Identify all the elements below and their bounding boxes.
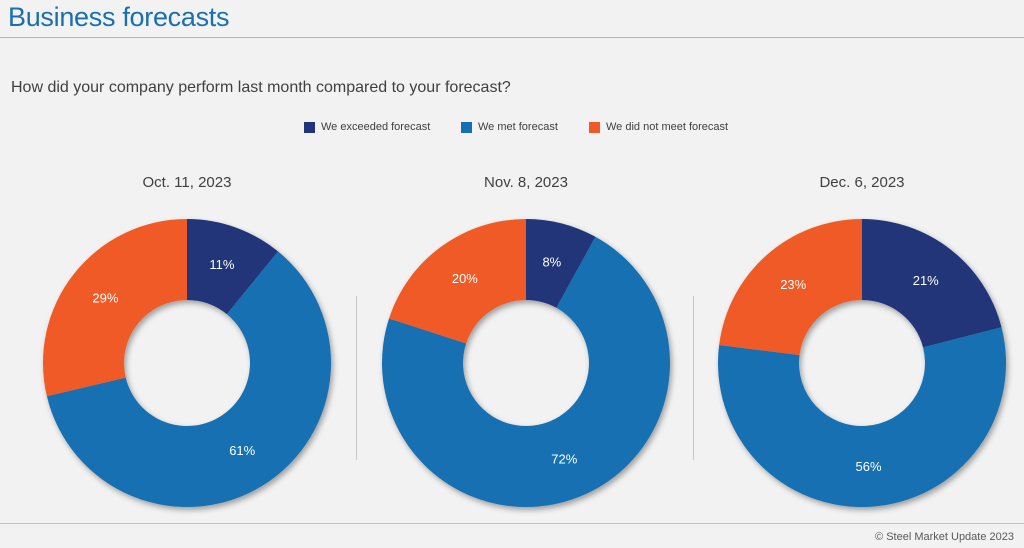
chart-divider-1 [356, 296, 357, 460]
slice-nov-met [381, 236, 671, 508]
data-label-dec-met: 56% [856, 459, 882, 474]
chart-divider-2 [693, 296, 694, 460]
data-label-nov-not-met: 20% [452, 271, 478, 286]
chart-title-nov: Nov. 8, 2023 [484, 174, 568, 191]
chart-question: How did your company perform last month … [11, 79, 511, 96]
legend: We exceeded forecast We met forecast We … [0, 121, 1024, 137]
legend-item-exceeded: We exceeded forecast [304, 121, 430, 133]
data-label-oct-not-met: 29% [92, 291, 118, 306]
footer-divider [0, 523, 1024, 524]
slice-nov-exceeded [526, 219, 596, 308]
slice-oct-met [46, 251, 331, 508]
legend-swatch-met [461, 121, 472, 133]
donut-oct [42, 219, 331, 508]
slice-dec-not-met [719, 219, 862, 356]
slice-oct-not-met [42, 219, 187, 397]
data-label-oct-exceeded: 11% [209, 257, 234, 272]
slice-dec-met [717, 327, 1006, 508]
footer-copyright: © Steel Market Update 2023 [875, 531, 1014, 543]
legend-label-exceeded: We exceeded forecast [321, 121, 431, 133]
data-label-nov-exceeded: 8% [542, 254, 561, 269]
header-divider [0, 37, 1024, 38]
chart-title-dec: Dec. 6, 2023 [819, 174, 905, 191]
page-title: Business forecasts [8, 2, 230, 32]
slice-oct-exceeded [187, 219, 279, 315]
data-label-dec-not-met: 23% [780, 277, 806, 292]
legend-label-not-met: We did not meet forecast [606, 121, 729, 133]
slice-dec-exceeded [862, 219, 1002, 348]
slice-nov-not-met [389, 219, 526, 344]
donut-nov [381, 219, 671, 508]
legend-swatch-exceeded [304, 121, 315, 133]
data-label-dec-exceeded: 21% [913, 273, 939, 288]
legend-item-not-met: We did not meet forecast [589, 121, 728, 133]
data-label-nov-met: 72% [551, 452, 577, 467]
legend-swatch-not-met [589, 121, 600, 133]
donut-dec [717, 219, 1006, 508]
legend-label-met: We met forecast [478, 121, 558, 133]
legend-item-met: We met forecast [461, 121, 558, 133]
chart-title-oct: Oct. 11, 2023 [142, 174, 232, 191]
data-label-oct-met: 61% [229, 443, 255, 458]
